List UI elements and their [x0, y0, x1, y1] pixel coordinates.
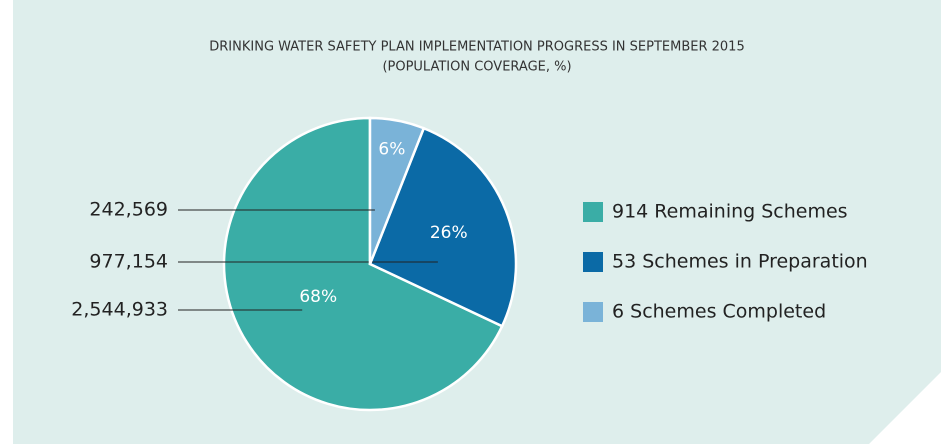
- legend-swatch: [583, 252, 603, 272]
- slice-label: 68%: [299, 287, 337, 307]
- population-label: 977,154: [89, 251, 168, 273]
- population-label: 2,544,933: [71, 299, 168, 321]
- legend-label: 914 Remaining Schemes: [612, 201, 848, 223]
- population-label: 242,569: [89, 199, 168, 221]
- chart-title: DRINKING WATER SAFETY PLAN IMPLEMENTATIO…: [209, 40, 744, 55]
- pie-slice: [368, 126, 518, 328]
- legend-label: 6 Schemes Completed: [612, 301, 826, 323]
- slice-label: 26%: [430, 223, 468, 243]
- chart-subtitle: (POPULATION COVERAGE, %): [382, 60, 571, 75]
- pie-slice: [222, 116, 504, 412]
- legend-swatch: [583, 302, 603, 322]
- slice-label: 6%: [378, 139, 405, 159]
- legend-swatch: [583, 202, 603, 222]
- pie-slice: [368, 116, 426, 265]
- legend-label: 53 Schemes in Preparation: [612, 251, 868, 273]
